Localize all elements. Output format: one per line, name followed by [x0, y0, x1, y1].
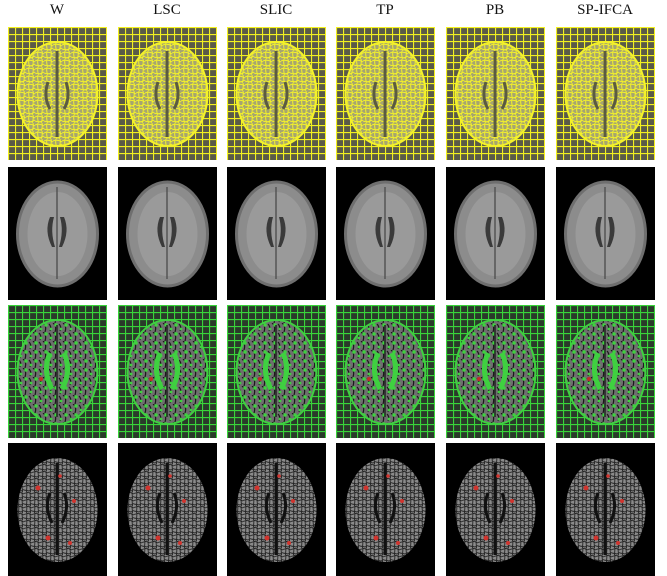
- column-header: TP: [376, 2, 394, 18]
- image-panel: [556, 305, 655, 438]
- column-header: SP-IFCA: [577, 2, 633, 18]
- column-header: SLIC: [260, 2, 293, 18]
- row-errors: [8, 443, 655, 576]
- row-segmentation: [8, 305, 655, 438]
- column-header: PB: [486, 2, 504, 18]
- image-panel: [336, 305, 435, 438]
- image-panel: [336, 167, 435, 300]
- image-panel: [8, 443, 107, 576]
- image-panel: [118, 443, 217, 576]
- image-panel: [446, 167, 545, 300]
- image-panel: [446, 27, 545, 160]
- column-header: LSC: [153, 2, 181, 18]
- image-panel: [227, 305, 326, 438]
- image-panel: [227, 27, 326, 160]
- column-header: W: [50, 2, 65, 18]
- image-panel: [556, 167, 655, 300]
- image-panel: [556, 27, 655, 160]
- image-panel: [227, 443, 326, 576]
- image-panel: [118, 27, 217, 160]
- image-panel: [118, 167, 217, 300]
- image-panel: [227, 167, 326, 300]
- image-panel: [446, 443, 545, 576]
- image-panel: [556, 443, 655, 576]
- image-panel: [118, 305, 217, 438]
- image-panel: [336, 443, 435, 576]
- image-panel: [8, 305, 107, 438]
- row-superpixels: [8, 27, 655, 160]
- image-panel: [336, 27, 435, 160]
- image-panel: [446, 305, 545, 438]
- row-mean-images: [8, 167, 655, 300]
- image-panel: [8, 167, 107, 300]
- image-panel: [8, 27, 107, 160]
